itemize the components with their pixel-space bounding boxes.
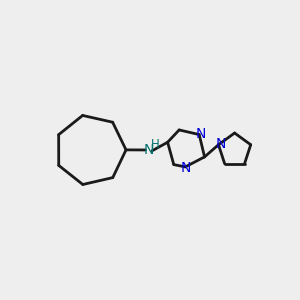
Text: N: N xyxy=(181,161,191,175)
Text: N: N xyxy=(196,127,206,141)
Text: N: N xyxy=(143,143,154,157)
Text: N: N xyxy=(216,137,226,151)
Text: H: H xyxy=(151,138,160,151)
